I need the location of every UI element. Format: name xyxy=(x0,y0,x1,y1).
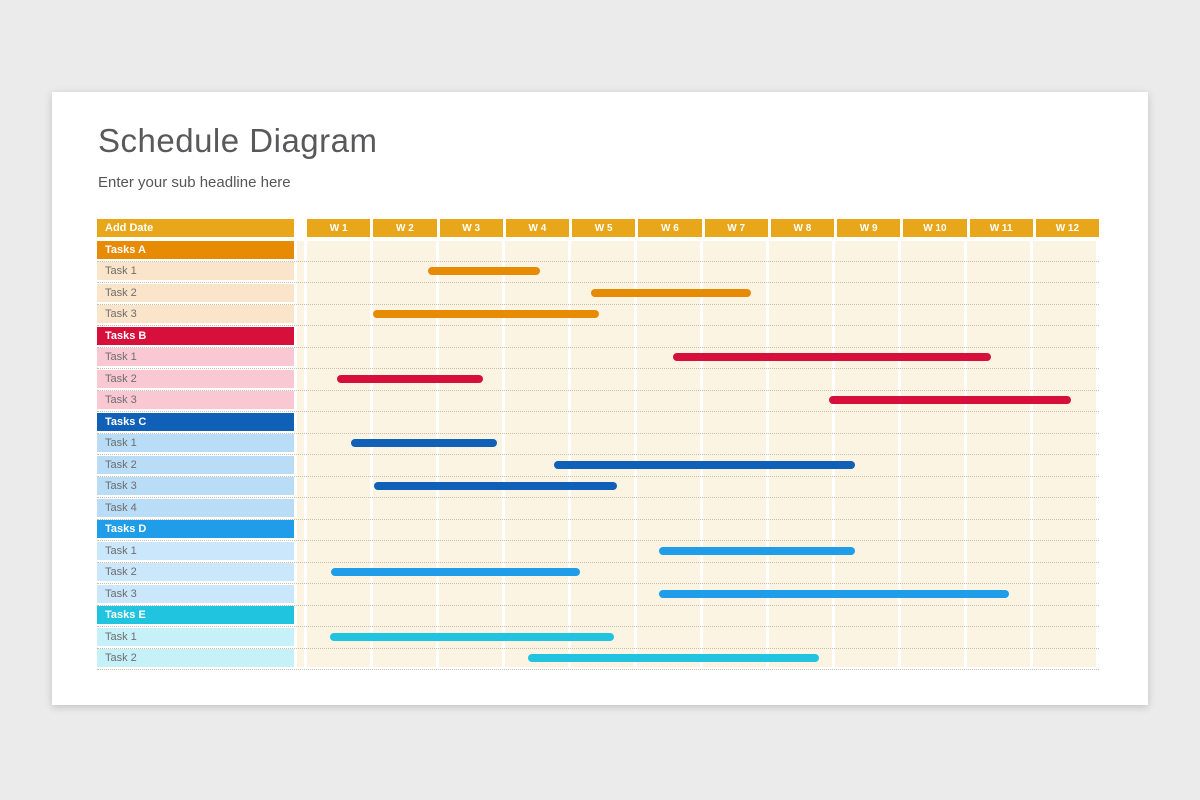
task-bar xyxy=(590,288,752,297)
task-label-cell: Task 1 xyxy=(97,434,294,452)
task-label-cell: Task 2 xyxy=(97,649,294,667)
slide-card: Schedule Diagram Enter your sub headline… xyxy=(52,92,1148,705)
task-bar xyxy=(330,568,581,576)
page-title: Schedule Diagram xyxy=(98,122,378,159)
page-subtitle: Enter your sub headline here xyxy=(98,174,291,191)
task-row: Task 1 xyxy=(97,348,1099,369)
task-row: Task 2 xyxy=(97,455,1099,477)
chart-strip xyxy=(297,477,1099,495)
chart-strip xyxy=(297,391,1099,409)
week-header-cell: W 9 xyxy=(837,219,901,237)
task-row: Task 2 xyxy=(97,369,1099,391)
task-row: Task 2 xyxy=(97,649,1099,670)
chart-strip xyxy=(297,434,1099,452)
task-label-cell: Task 1 xyxy=(97,262,294,280)
task-bar xyxy=(330,632,614,641)
group-header-row: Tasks E xyxy=(97,606,1099,627)
week-header-cell: W 1 xyxy=(307,219,371,237)
chart-strip xyxy=(297,542,1099,560)
chart-strip xyxy=(297,262,1099,280)
task-row: Task 3 xyxy=(97,305,1099,326)
week-header-cell: W 8 xyxy=(770,219,834,237)
group-label-cell: Tasks A xyxy=(97,240,294,259)
task-label-cell: Task 1 xyxy=(97,348,294,366)
group-label-cell: Tasks B xyxy=(97,326,294,345)
task-row: Task 2 xyxy=(97,563,1099,584)
add-date-label: Add Date xyxy=(105,222,154,234)
task-label-cell: Task 2 xyxy=(97,455,294,474)
task-bar xyxy=(553,460,855,469)
group-header-row: Tasks B xyxy=(97,326,1099,348)
chart-strip xyxy=(297,241,1099,259)
group-label-cell: Tasks C xyxy=(97,412,294,431)
task-row: Task 2 xyxy=(97,283,1099,305)
chart-strip xyxy=(297,499,1099,517)
chart-strip xyxy=(297,348,1099,366)
chart-strip xyxy=(297,284,1099,302)
group-header-row: Tasks D xyxy=(97,520,1099,541)
week-header-cell: W 2 xyxy=(373,219,437,237)
chart-strip xyxy=(297,520,1099,538)
chart-strip xyxy=(297,456,1099,474)
task-bar xyxy=(528,654,820,662)
chart-strip xyxy=(297,305,1099,323)
task-label-cell: Task 2 xyxy=(97,563,294,581)
task-bar xyxy=(374,482,618,490)
task-label-cell: Task 1 xyxy=(97,541,294,560)
week-header-cell: W 12 xyxy=(1035,219,1099,237)
group-label-cell: Tasks D xyxy=(97,520,294,538)
week-header-cell: W 10 xyxy=(903,219,967,237)
task-label-cell: Task 4 xyxy=(97,498,294,517)
task-bar xyxy=(427,267,540,275)
task-label-cell: Task 3 xyxy=(97,477,294,495)
task-bar xyxy=(658,546,855,555)
task-label-cell: Task 1 xyxy=(97,627,294,646)
week-header-cell: W 5 xyxy=(572,219,636,237)
task-bar xyxy=(673,353,991,361)
chart-strip xyxy=(297,628,1099,646)
task-row: Task 1 xyxy=(97,262,1099,283)
task-label-cell: Task 3 xyxy=(97,305,294,323)
week-header-cell: W 4 xyxy=(505,219,569,237)
chart-strip xyxy=(297,413,1099,431)
week-header-cell: W 11 xyxy=(969,219,1033,237)
task-row: Task 3 xyxy=(97,584,1099,606)
task-label-cell: Task 3 xyxy=(97,391,294,409)
task-row: Task 3 xyxy=(97,477,1099,498)
add-date-header-cell: Add Date xyxy=(97,219,294,237)
task-bar xyxy=(829,396,1072,404)
chart-strip xyxy=(297,327,1099,345)
week-header-cell: W 7 xyxy=(704,219,768,237)
group-header-row: Tasks A xyxy=(97,240,1099,262)
group-header-row: Tasks C xyxy=(97,412,1099,434)
week-header-cell: W 6 xyxy=(638,219,702,237)
week-header-cell: W 3 xyxy=(439,219,503,237)
task-label-cell: Task 2 xyxy=(97,283,294,302)
task-row: Task 3 xyxy=(97,391,1099,412)
task-bar xyxy=(373,310,599,318)
task-bar xyxy=(336,374,484,383)
task-label-cell: Task 3 xyxy=(97,584,294,603)
chart-strip xyxy=(297,585,1099,603)
task-row: Task 1 xyxy=(97,434,1099,455)
task-row: Task 1 xyxy=(97,627,1099,649)
chart-strip xyxy=(297,563,1099,581)
task-bar xyxy=(351,439,498,447)
task-row: Task 4 xyxy=(97,498,1099,520)
task-label-cell: Task 2 xyxy=(97,369,294,388)
chart-strip xyxy=(297,370,1099,388)
chart-strip xyxy=(297,606,1099,624)
task-row: Task 1 xyxy=(97,541,1099,563)
task-bar xyxy=(658,589,1010,598)
group-label-cell: Tasks E xyxy=(97,606,294,624)
chart-strip xyxy=(297,649,1099,667)
